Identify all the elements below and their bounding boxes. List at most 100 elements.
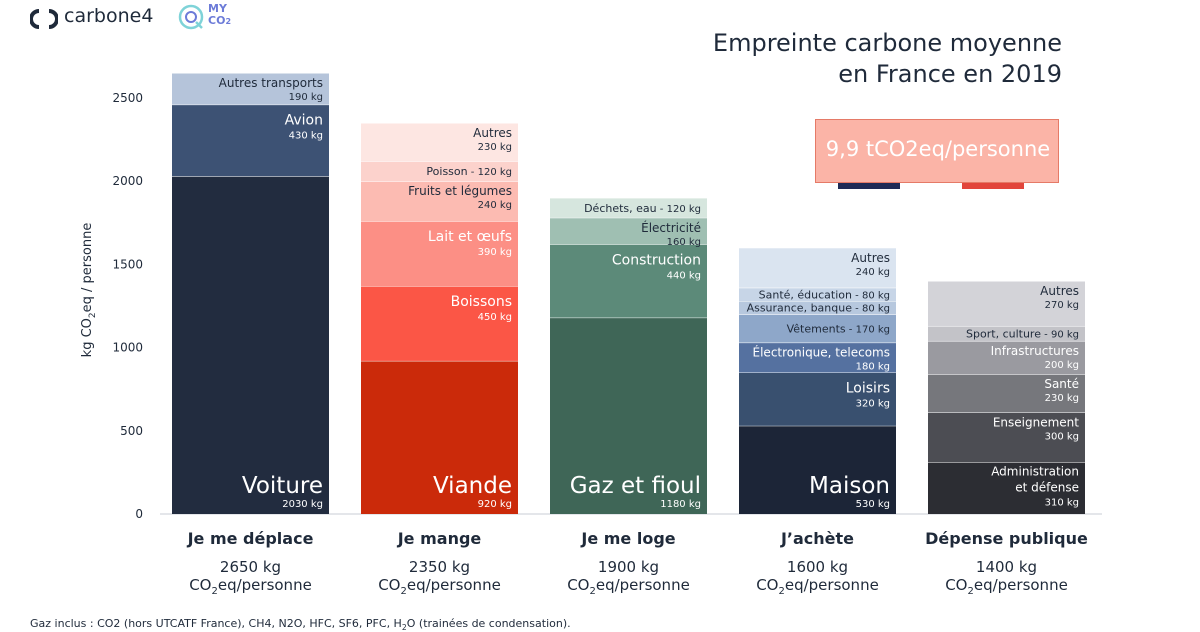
y-tick-label: 1500 [112,257,143,271]
french-flag-stripe [838,183,1024,189]
segment-value: 300 kg [1045,431,1079,442]
segment-value: 190 kg [289,92,323,103]
brand-name: carbone4 [64,5,154,27]
flag-white [900,183,962,189]
segment-value: 530 kg [856,499,890,510]
y-tick-label: 500 [120,424,143,438]
category-label: Je me déplace [187,529,314,548]
bar-segment [739,314,896,343]
bar-segment [739,287,896,302]
segment-label: Autres [473,126,512,140]
segment-label: Poisson - 120 kg [426,165,512,178]
y-axis-label: kg CO2eq / personne [80,223,98,358]
segment-label: Lait et œufs [428,229,512,245]
bar-segment [361,286,518,361]
title-line2: en France en 2019 [838,60,1062,88]
segment-label: Autres transports [219,76,323,90]
bar-segment [172,73,329,105]
segment-label: Électronique, telecoms [753,345,890,360]
segment-label: Autres [851,251,890,265]
segment-label: Santé [1044,377,1079,391]
segment-value: 390 kg [478,247,512,258]
segment-value: 200 kg [1045,360,1079,371]
chart-title: Empreinte carbone moyenne en France en 2… [713,28,1062,90]
segment-value: 160 kg [667,237,701,248]
category-unit: CO2eq/personne [567,576,690,597]
segment-value: 310 kg [1045,497,1079,508]
segment-label: Santé, éducation - 80 kg [759,288,890,301]
segment-label: Enseignement [993,415,1079,429]
bar-segment [928,340,1085,375]
segment-value: 90 kg [1051,329,1079,340]
segment-value: 430 kg [289,131,323,142]
segment-label: Vêtements - 170 kg [787,322,890,335]
bar-segment [361,122,518,162]
footnote: Gaz inclus : CO2 (hors UTCATF France), C… [30,617,571,632]
partner-line2: CO2 [208,14,232,27]
segment-value: 450 kg [478,312,512,323]
total-badge-text: 9,9 tCO2eq/personne [825,137,1051,161]
segment-label: Gaz et fioul [570,473,701,499]
bar-segment [928,281,1085,326]
bar-segment [739,425,896,514]
category-total: 1600 kg [787,558,848,576]
total-badge: 9,9 tCO2eq/personne [815,119,1059,183]
category-total: 1400 kg [976,558,1037,576]
category-total: 2350 kg [409,558,470,576]
bar-segment [550,197,707,218]
category-unit: CO2eq/personne [189,576,312,597]
segment-value: 2030 kg [282,499,323,510]
bar-segment [928,462,1085,514]
category-label: J’achète [780,529,854,548]
segment-label: Infrastructures [991,344,1079,358]
category-total: 2650 kg [220,558,281,576]
bar-segment [172,104,329,177]
segment-value: 920 kg [478,499,512,510]
flag-blue [838,183,900,189]
segment-value: 80 kg [862,304,890,315]
segment-value: 230 kg [478,142,512,153]
bar-segment [361,181,518,222]
segment-value: 440 kg [667,270,701,281]
y-tick-label: 0 [135,507,143,521]
segment-value: 120 kg [667,204,701,215]
segment-label: Fruits et légumes [408,184,512,198]
segment-label: Administration [991,464,1079,478]
category-unit: CO2eq/personne [378,576,501,597]
category-unit: CO2eq/personne [756,576,879,597]
segment-value: 240 kg [856,267,890,278]
title-line1: Empreinte carbone moyenne [712,29,1062,57]
flag-red [962,183,1024,189]
segment-value: 320 kg [856,399,890,410]
category-unit: CO2eq/personne [945,576,1068,597]
bar-segment [550,244,707,318]
bar-segment [739,372,896,426]
segment-label: Voiture [242,473,323,499]
bar-segment [739,247,896,288]
bar-segment [739,301,896,315]
category-label: Je me loge [580,529,675,548]
y-tick-label: 2500 [112,91,143,105]
segment-label: Électricité [641,220,701,235]
bar-segment [361,360,518,514]
category-label: Je mange [397,529,482,548]
carbone4-logo-icon [30,9,58,29]
bar-segment [928,412,1085,463]
bar-segment [739,342,896,373]
partner-line1: MY [208,2,227,15]
y-tick-label: 1000 [112,341,143,355]
segment-label: Boissons [451,294,512,310]
bar-segment [550,217,707,245]
y-tick-label: 2000 [112,174,143,188]
segment-value: 120 kg [478,167,512,178]
bar-segment [361,221,518,287]
segment-label: Sport, culture - 90 kg [966,327,1079,340]
category-total: 1900 kg [598,558,659,576]
segment-label: Assurance, banque - 80 kg [747,302,890,315]
segment-value: 240 kg [478,200,512,211]
segment-value: 170 kg [856,324,890,335]
segment-label: Construction [612,252,701,268]
segment-label: Autres [1040,284,1079,298]
segment-label: Viande [433,473,512,499]
stacked-bar-chart: 0 500 1000 1500 2000 2500 kg CO2eq / personne V… [80,72,1102,597]
